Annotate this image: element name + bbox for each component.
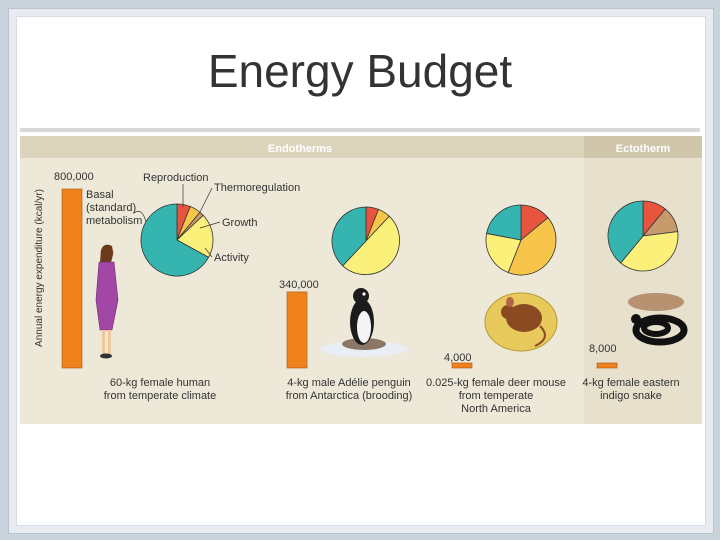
- penguin-figure: [320, 288, 408, 357]
- ectotherm-header: [584, 136, 702, 158]
- pie-label-thermoregulation: Thermoregulation: [214, 182, 300, 194]
- bar-value-label-1: 340,000: [279, 279, 319, 291]
- snake-branch: [628, 293, 684, 311]
- bar-value-label-3: 8,000: [589, 343, 617, 355]
- title-divider: [20, 128, 700, 132]
- pie-1-slice-2: [342, 215, 400, 275]
- bar-value-label-0: 800,000: [54, 171, 94, 183]
- pie-label-reproduction: Reproduction: [143, 172, 208, 184]
- group-label-ectotherm: Ectotherm: [616, 143, 671, 155]
- snake-figure: [628, 293, 688, 346]
- penguin-eye: [362, 292, 366, 296]
- category-label-1-0: 4-kg male Adélie penguin: [287, 377, 411, 389]
- group-label-endotherms: Endotherms: [268, 143, 332, 155]
- human-dress: [95, 261, 119, 331]
- pie-3-slice-3: [607, 200, 644, 264]
- bar-2: [451, 362, 473, 369]
- slide-title: Energy Budget: [207, 45, 513, 97]
- human-leg-right: [108, 330, 111, 354]
- bar-1: [286, 291, 308, 369]
- snake-coil-outer: [632, 314, 688, 346]
- pie-2-slice-1: [507, 217, 557, 276]
- penguin-head: [353, 288, 369, 304]
- pie-2-slice-3: [486, 204, 522, 241]
- mouse-tail: [534, 325, 546, 347]
- bar-value-label-2: 4,000: [444, 352, 472, 364]
- bar-0: [61, 188, 83, 369]
- snake-coil-inner: [641, 319, 671, 337]
- mouse-ear: [506, 297, 514, 307]
- ectotherm-panel: [584, 136, 702, 424]
- pie-1-slice-3: [331, 206, 367, 267]
- endotherm-header: [20, 136, 584, 158]
- leader-thermoregulation: [199, 187, 213, 213]
- pie-label-basal-2: metabolism: [86, 215, 142, 227]
- category-label-0-1: from temperate climate: [104, 390, 216, 402]
- category-label-3-1: indigo snake: [600, 390, 662, 402]
- pie-0-slice-3: [176, 214, 214, 258]
- penguin-belly: [357, 311, 371, 343]
- human-shoes: [100, 353, 112, 359]
- category-label-2-0: 0.025-kg female deer mouse: [426, 377, 566, 389]
- category-label-0-0: 60-kg female human: [110, 377, 210, 389]
- pie-3-slice-2: [620, 231, 679, 272]
- pie-0-slice-4: [140, 203, 210, 277]
- pie-2-slice-2: [485, 232, 522, 274]
- mouse-head: [501, 305, 515, 319]
- human-leg-left: [102, 330, 105, 354]
- category-label-2-2: North America: [461, 403, 532, 415]
- pie-label-basal-0: Basal: [86, 189, 114, 201]
- leader-activity: [204, 247, 213, 258]
- leader-growth: [199, 221, 221, 229]
- category-label-2-1: from temperate: [459, 390, 534, 402]
- human-hair: [100, 244, 113, 262]
- mouse-figure: [484, 292, 558, 352]
- pie-label-growth: Growth: [222, 217, 257, 229]
- y-axis-label: Annual energy expenditure (kcal/yr): [34, 189, 45, 347]
- leader-basal: [133, 210, 147, 223]
- human-figure: [95, 244, 119, 359]
- mouse-body: [506, 304, 542, 332]
- bar-3: [596, 362, 618, 369]
- category-label-1-1: from Antarctica (brooding): [286, 390, 413, 402]
- snake-head: [631, 314, 641, 324]
- pie-label-activity: Activity: [214, 252, 249, 264]
- category-label-3-0: 4-kg female eastern: [582, 377, 679, 389]
- pie-label-basal-1: (standard): [86, 202, 136, 214]
